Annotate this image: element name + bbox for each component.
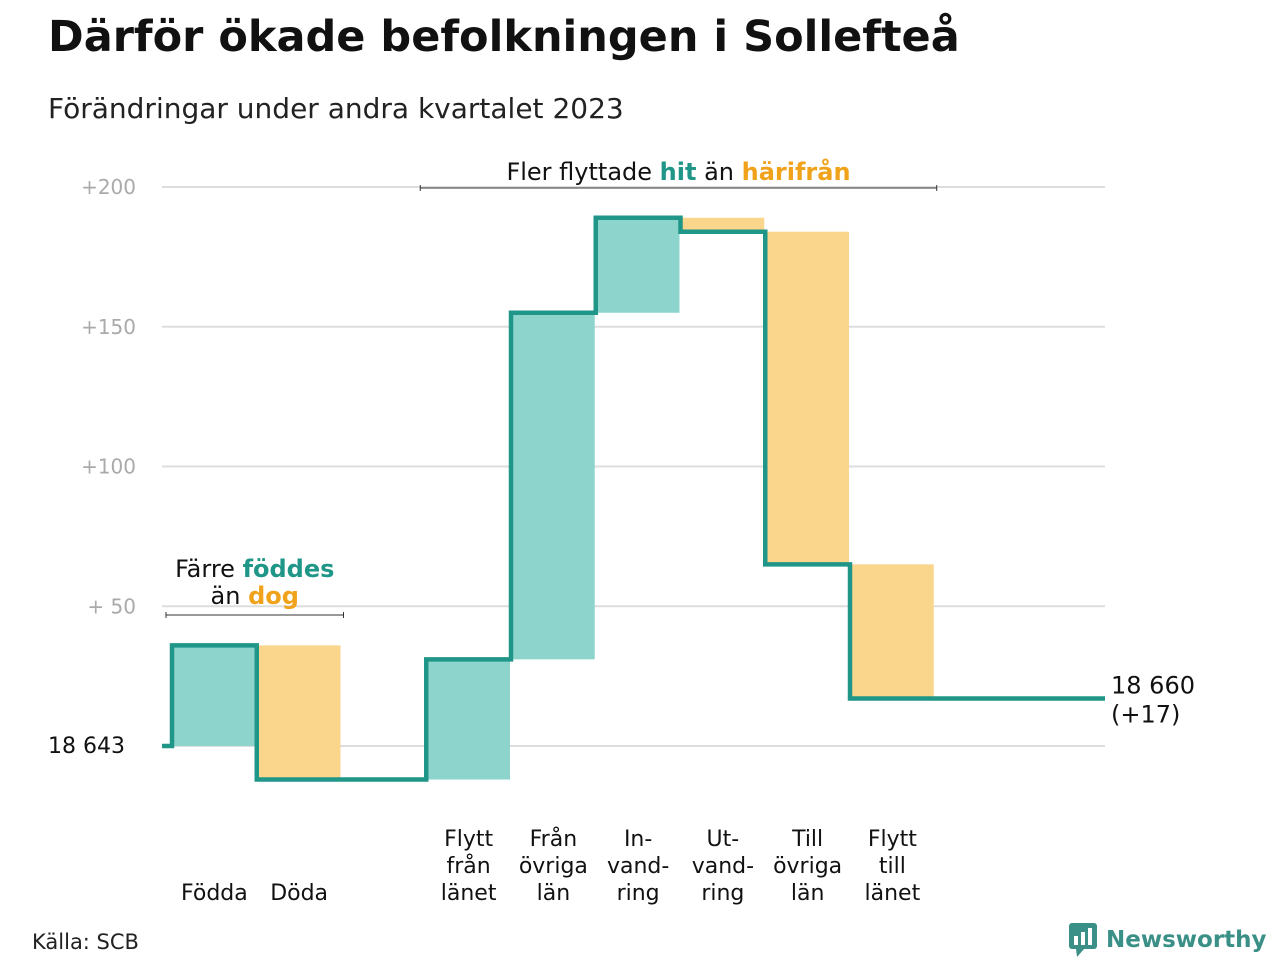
category-label: Döda <box>270 881 328 906</box>
annotation-migration: Fler flyttade hit än härifrån <box>506 157 850 186</box>
y-tick-label: +200 <box>81 175 136 199</box>
category-label: län <box>791 881 825 906</box>
end-value-label: 18 660 <box>1111 671 1195 699</box>
category-label: länet <box>865 881 921 906</box>
category-label: In- <box>624 827 652 852</box>
category-label: från <box>447 853 491 879</box>
category-label: Till <box>791 827 823 852</box>
annotation-segment: Färre <box>175 555 243 583</box>
category-label: Flytt <box>444 827 493 852</box>
category-label: till <box>879 854 906 879</box>
bar-utvandring <box>680 217 765 232</box>
category-label: länet <box>441 881 497 906</box>
category-label: Flytt <box>868 827 917 852</box>
bar-fran_ovriga_lan <box>511 312 595 660</box>
category-label: vand- <box>607 854 669 879</box>
chart-subtitle: Förändringar under andra kvartalet 2023 <box>48 92 624 125</box>
y-tick-label: + 50 <box>87 594 136 618</box>
annotation-segment: dog <box>248 582 299 610</box>
annotation-segment: än <box>696 158 741 186</box>
category-label: ring <box>701 881 744 906</box>
bar-doda <box>256 645 341 780</box>
annotation-segment: härifrån <box>742 157 851 186</box>
bar-till_ovriga_lan <box>765 231 849 565</box>
annotation-births: Färre föddes <box>175 555 334 583</box>
bar-invandring <box>595 217 680 313</box>
baseline-label: 18 643 <box>48 734 125 759</box>
end-change-label: (+17) <box>1111 700 1180 728</box>
running-total-line <box>162 215 1105 782</box>
category-label: Ut- <box>707 827 740 852</box>
bar-flytt_fran_lanet <box>426 659 510 780</box>
category-label: Födda <box>181 881 248 906</box>
brand-logo: Newsworthy <box>1068 922 1267 958</box>
annotation-births: än dog <box>211 582 299 610</box>
source-note: Källa: SCB <box>32 930 139 954</box>
annotation-segment: än <box>211 582 249 610</box>
category-label: län <box>537 881 571 906</box>
annotation-segment: hit <box>660 158 697 186</box>
y-tick-label: +150 <box>81 315 136 339</box>
annotation-segment: föddes <box>243 555 335 583</box>
category-label: vand- <box>692 854 754 879</box>
category-label: Från <box>530 826 578 852</box>
chart-title: Därför ökade befolkningen i Sollefteå <box>48 12 960 62</box>
bar-flytt_till_lanet <box>850 564 934 699</box>
y-tick-label: +100 <box>81 455 136 479</box>
newsworthy-logo-icon <box>1069 923 1097 957</box>
category-label: ring <box>617 881 660 906</box>
brand-name: Newsworthy <box>1106 927 1267 953</box>
bar-fodda <box>172 645 256 746</box>
category-label: övriga <box>773 854 842 879</box>
annotation-segment: Fler flyttade <box>506 158 659 186</box>
category-label: övriga <box>519 854 588 879</box>
